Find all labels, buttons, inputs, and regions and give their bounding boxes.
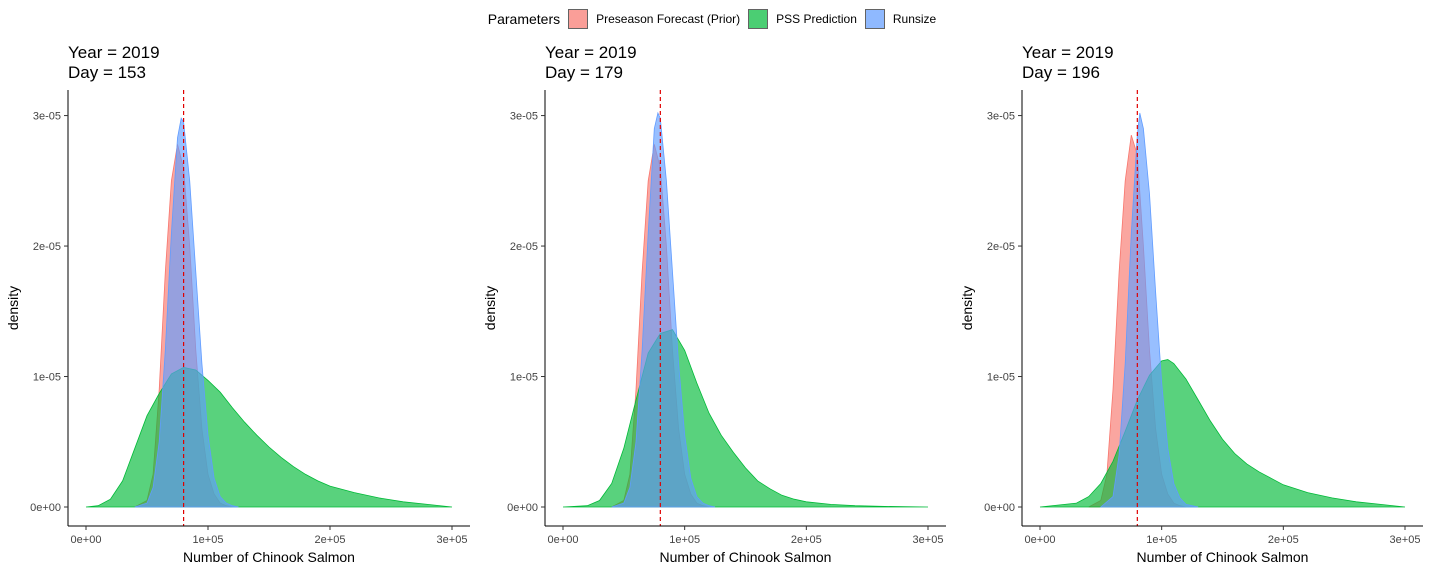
panel-title-line-1: Year = 2019	[545, 43, 637, 62]
legend-swatch-prior	[568, 9, 589, 29]
y-tick-label: 1e-05	[987, 372, 1015, 384]
y-tick-label: 1e-05	[33, 372, 61, 384]
density-area-pss-prediction	[562, 329, 929, 508]
y-tick-label: 3e-05	[987, 111, 1015, 123]
y-axis-label: density	[959, 286, 975, 330]
y-tick-label: 0e+00	[984, 502, 1015, 514]
density-area-runsize	[134, 117, 239, 508]
y-tick-label: 3e-05	[510, 111, 538, 123]
panel-3: Year = 2019 Day = 196 0e+00 1e+05 2e+05 3e+0…	[959, 43, 1423, 565]
x-tick-label: 1e+05	[193, 534, 224, 546]
x-tick-label: 3e+05	[913, 534, 944, 546]
y-tick-label: 2e-05	[510, 241, 538, 253]
x-tick-label: 0e+00	[1025, 534, 1056, 546]
x-tick-label: 0e+00	[71, 534, 102, 546]
y-axis-label: density	[482, 286, 498, 330]
legend-label-pss: PSS Prediction	[776, 12, 857, 26]
x-axis-label: Number of Chinook Salmon	[183, 549, 355, 565]
y-tick-label: 2e-05	[987, 241, 1015, 253]
x-tick-label: 2e+05	[315, 534, 346, 546]
x-tick-label: 0e+00	[548, 534, 579, 546]
x-tick-label: 2e+05	[791, 534, 822, 546]
density-area-runsize	[1099, 112, 1199, 508]
legend: Parameters Preseason Forecast (Prior) PS…	[0, 6, 1432, 32]
y-tick-label: 1e-05	[510, 372, 538, 384]
panel-2: Year = 2019 Day = 179 0e+00 1e+05 2e+05 3e+0…	[482, 43, 946, 565]
legend-title: Parameters	[487, 11, 561, 27]
panel-1: Year = 2019 Day = 153 0e+00 1e+05 2e+05 3e+0…	[5, 43, 470, 565]
y-axis-label: density	[5, 286, 21, 330]
panel-title-line-2: Day = 153	[68, 63, 146, 82]
legend-swatch-pss	[748, 9, 769, 29]
x-tick-label: 3e+05	[437, 534, 468, 546]
density-area-pss-prediction	[1039, 359, 1406, 508]
legend-item-runsize: Runsize	[864, 9, 937, 29]
y-tick-label: 2e-05	[33, 241, 61, 253]
y-tick-label: 3e-05	[33, 111, 61, 123]
x-axis-label: Number of Chinook Salmon	[660, 549, 832, 565]
x-tick-label: 1e+05	[669, 534, 700, 546]
density-area-runsize	[611, 111, 716, 508]
x-axis-label: Number of Chinook Salmon	[1137, 549, 1309, 565]
panel-title-line-2: Day = 196	[1022, 63, 1100, 82]
panel-title-line-1: Year = 2019	[1022, 43, 1114, 62]
x-tick-label: 3e+05	[1390, 534, 1421, 546]
y-tick-label: 0e+00	[507, 502, 538, 514]
legend-item-prior: Preseason Forecast (Prior)	[568, 9, 740, 29]
x-tick-label: 1e+05	[1146, 534, 1177, 546]
legend-label-prior: Preseason Forecast (Prior)	[596, 12, 741, 26]
legend-swatch-runsize	[864, 9, 885, 29]
density-area-pss-prediction	[85, 366, 453, 508]
y-tick-label: 0e+00	[30, 502, 61, 514]
legend-label-runsize: Runsize	[892, 12, 937, 26]
x-tick-label: 2e+05	[1268, 534, 1299, 546]
panel-title-line-2: Day = 179	[545, 63, 623, 82]
legend-item-pss: PSS Prediction	[748, 9, 857, 29]
panel-title-line-1: Year = 2019	[68, 43, 160, 62]
